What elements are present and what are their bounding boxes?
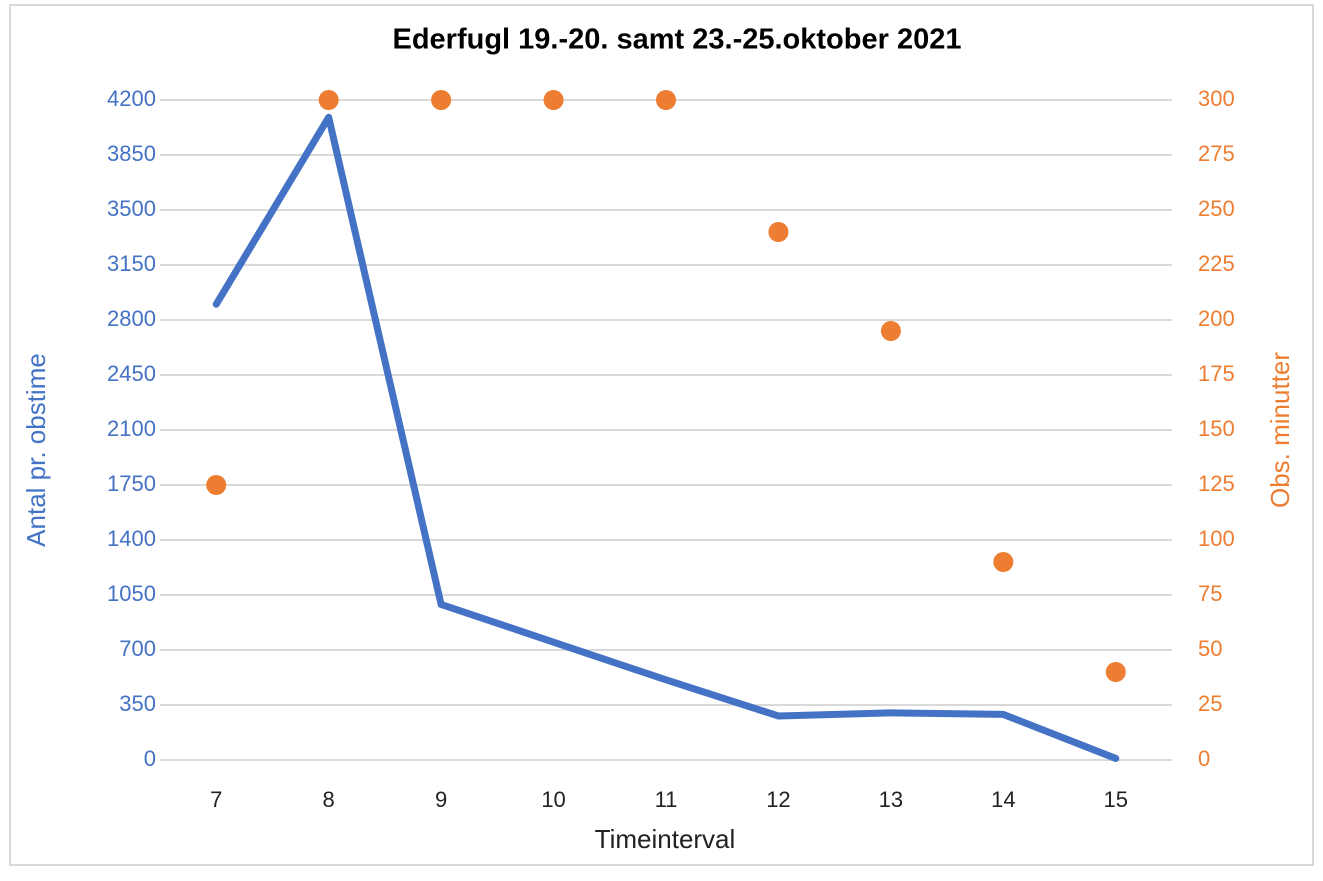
y-tick-label: 3150	[107, 251, 156, 276]
y-tick-label: 2800	[107, 306, 156, 331]
y2-tick-label: 250	[1198, 196, 1235, 221]
y-tick-label: 2100	[107, 416, 156, 441]
scatter-point	[1105, 662, 1126, 682]
scatter-point	[543, 90, 564, 110]
scatter-point	[318, 90, 339, 110]
y2-tick-label: 125	[1198, 471, 1235, 496]
line-series	[212, 113, 1120, 762]
scatter-point	[206, 475, 227, 495]
x-tick-label: 7	[210, 787, 222, 812]
y2-axis-title: Obs. minutter	[1265, 352, 1295, 508]
y-tick-label: 1750	[107, 471, 156, 496]
y-axis-title: Antal pr. obstime	[21, 353, 51, 547]
y2-tick-label: 300	[1198, 86, 1235, 111]
scatter-point	[431, 90, 452, 110]
y2-tick-label: 200	[1198, 306, 1235, 331]
y-tick-label: 1050	[107, 581, 156, 606]
y2-tick-label: 100	[1198, 526, 1235, 551]
y2-tick-label: 0	[1198, 746, 1210, 771]
y-tick-label: 3500	[107, 196, 156, 221]
x-tick-label: 12	[766, 787, 790, 812]
y2-tick-label: 75	[1198, 581, 1222, 606]
scatter-point	[993, 552, 1014, 572]
chart-title: Ederfugl 19.-20. samt 23.-25.oktober 202…	[393, 24, 962, 56]
x-tick-label: 15	[1104, 787, 1128, 812]
scatter-point	[880, 321, 901, 341]
y2-tick-label: 175	[1198, 361, 1235, 386]
y-tick-label: 2450	[107, 361, 156, 386]
chart-frame	[9, 4, 1314, 866]
y-tick-label: 0	[144, 746, 156, 771]
y-tick-label: 350	[119, 691, 156, 716]
y2-tick-label: 50	[1198, 636, 1222, 661]
y2-tick-label: 225	[1198, 251, 1235, 276]
x-tick-label: 9	[435, 787, 447, 812]
x-tick-label: 11	[655, 787, 678, 812]
y-tick-label: 1400	[107, 526, 156, 551]
y2-tick-label: 275	[1198, 141, 1235, 166]
y2-tick-label: 25	[1198, 691, 1222, 716]
x-axis-title: Timeinterval	[595, 824, 736, 854]
y-tick-label: 4200	[107, 86, 156, 111]
x-tick-label: 8	[323, 787, 335, 812]
y-tick-label: 700	[119, 636, 156, 661]
scatter-point	[656, 90, 676, 110]
x-tick-label: 10	[541, 787, 565, 812]
y2-tick-label: 150	[1198, 416, 1235, 441]
x-tick-label: 14	[991, 787, 1015, 812]
scatter-point	[768, 222, 789, 242]
x-tick-label: 13	[879, 787, 903, 812]
y-tick-label: 3850	[107, 141, 156, 166]
